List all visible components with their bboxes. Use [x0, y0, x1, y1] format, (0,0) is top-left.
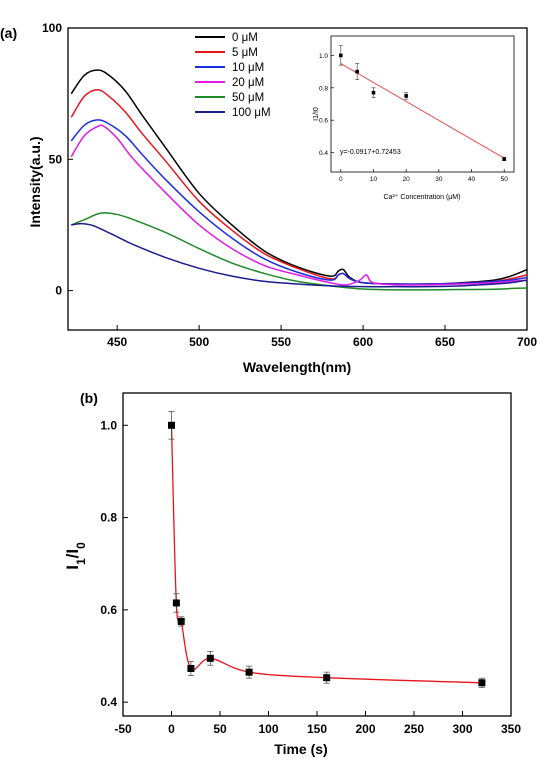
panel-a-label: (a) — [0, 25, 17, 41]
panel-a-y-tick-label: 0 — [55, 284, 62, 298]
panel-a-x-tick-label: 550 — [271, 335, 291, 349]
panel-a-legend: 0 μM 5 μM 10 μM 20 μM 50 μM 100 μM — [195, 32, 271, 119]
panel-b-x-tick-label: 100 — [258, 722, 278, 736]
panel-b-data-point — [206, 654, 214, 662]
panel-a-x-tick-label: 700 — [517, 335, 537, 349]
panel-b-x-tick-label: 250 — [404, 722, 424, 736]
panel-b-x-tick-label: 150 — [307, 722, 327, 736]
inset-x-axis-label: Ca²⁺ Concentration (μM) — [384, 194, 461, 201]
panel-b-y-tick-label: 0.6 — [100, 603, 117, 617]
panel-b-data-point — [168, 421, 175, 429]
legend-label-5: 100 μM — [232, 107, 271, 119]
panel-b-ticks: -50 0 50 100 150 200 250 300 350 0.4 0.6 0.8 1.0 — [100, 418, 521, 736]
inset-x-tick-label: 20 — [403, 176, 411, 183]
panel-a-x-axis-label: Wavelength(nm) — [243, 359, 351, 375]
panel-a-x-tick-label: 600 — [353, 335, 373, 349]
inset-fit-line — [340, 63, 505, 159]
panel-a-series-line-4 — [70, 212, 528, 291]
inset-y-tick-label: 0.8 — [319, 85, 328, 92]
panel-b-y-tick-label: 0.4 — [100, 695, 117, 709]
panel-b-data-point — [172, 599, 180, 607]
inset-x-tick-label: 10 — [370, 176, 378, 183]
panel-b-label: (b) — [80, 390, 98, 406]
panel-b-y-axis-label-text: I1/I0 — [63, 542, 88, 570]
legend-label-0: 0 μM — [232, 32, 258, 44]
inset-plot-frame — [330, 35, 515, 173]
panel-b-series-line — [170, 425, 482, 684]
panel-b-marks — [168, 411, 486, 688]
panel-a-x-tick-label: 500 — [189, 335, 209, 349]
panel-b-data-point — [323, 674, 331, 682]
panel-a-series-line-5 — [71, 222, 528, 288]
panel-a-x-tick-label: 450 — [107, 335, 127, 349]
panel-a-inset: Ca²⁺ Concentration (μM) I1/I0 0 10 20 30 40 5… — [313, 30, 519, 201]
inset-y-tick-label: 0.6 — [319, 118, 328, 125]
inset-fit-annotation: y=-0.0917+0.72453 — [340, 149, 401, 156]
inset-x-tick-label: 0 — [339, 176, 343, 183]
panel-a-y-axis-label: Intensity(a.u.) — [27, 136, 43, 227]
panel-b-x-tick-label: 300 — [452, 722, 472, 736]
inset-x-tick-label: 50 — [501, 176, 509, 183]
inset-y-tick-label: 0.4 — [319, 150, 328, 157]
panel-b-data-point — [177, 617, 185, 625]
panel-b: (b) Time (s) I1/I0 -50 0 50 100 150 200 250 300… — [63, 390, 521, 757]
legend-label-4: 50 μM — [232, 92, 264, 104]
panel-a-y-tick-label: 100 — [42, 21, 62, 35]
panel-a: (a) Wavelength(nm) Intensity(a.u.) 450 50… — [0, 21, 537, 375]
panel-b-x-tick-label: 0 — [168, 722, 175, 736]
panel-b-y-tick-label: 1.0 — [100, 418, 117, 432]
panel-b-x-tick-label: 200 — [355, 722, 375, 736]
inset-x-tick-label: 40 — [468, 176, 476, 183]
panel-b-x-axis-label: Time (s) — [274, 741, 327, 757]
panel-b-data-point — [187, 664, 195, 672]
inset-background — [318, 30, 519, 184]
inset-data-point — [502, 157, 506, 161]
panel-a-y-tick-label: 50 — [49, 152, 63, 166]
panel-a-series-line-2 — [70, 119, 528, 285]
inset-data-point — [404, 94, 408, 98]
panel-b-x-tick-label: 350 — [501, 722, 521, 736]
inset-y-axis-label: I1/I0 — [313, 107, 320, 121]
legend-label-2: 10 μM — [232, 62, 264, 74]
panel-b-data-point — [478, 679, 486, 687]
panel-b-data-point — [245, 668, 253, 676]
legend-label-1: 5 μM — [232, 47, 258, 59]
panel-a-x-tick-label: 650 — [435, 335, 455, 349]
inset-data-point — [371, 90, 376, 95]
panel-b-x-tick-label: -50 — [114, 722, 132, 736]
panel-a-series — [70, 69, 528, 291]
inset-x-tick-label: 30 — [435, 176, 443, 183]
legend-label-3: 20 μM — [232, 77, 264, 89]
panel-a-series-line-3 — [70, 124, 528, 286]
panel-b-x-tick-label: 50 — [213, 722, 227, 736]
inset-y-tick-label: 1.0 — [319, 53, 328, 60]
panel-b-y-tick-label: 0.8 — [100, 511, 117, 525]
inset-marks — [338, 45, 507, 161]
panel-b-plot-frame — [122, 392, 512, 717]
panel-a-plot-frame — [67, 27, 528, 331]
inset-data-point — [339, 53, 343, 58]
panel-b-y-axis-label: I1/I0 — [63, 542, 88, 570]
inset-data-point — [355, 69, 359, 74]
inset-ticks: 0 10 20 30 40 50 0.4 0.6 0.8 1.0 — [319, 53, 508, 183]
